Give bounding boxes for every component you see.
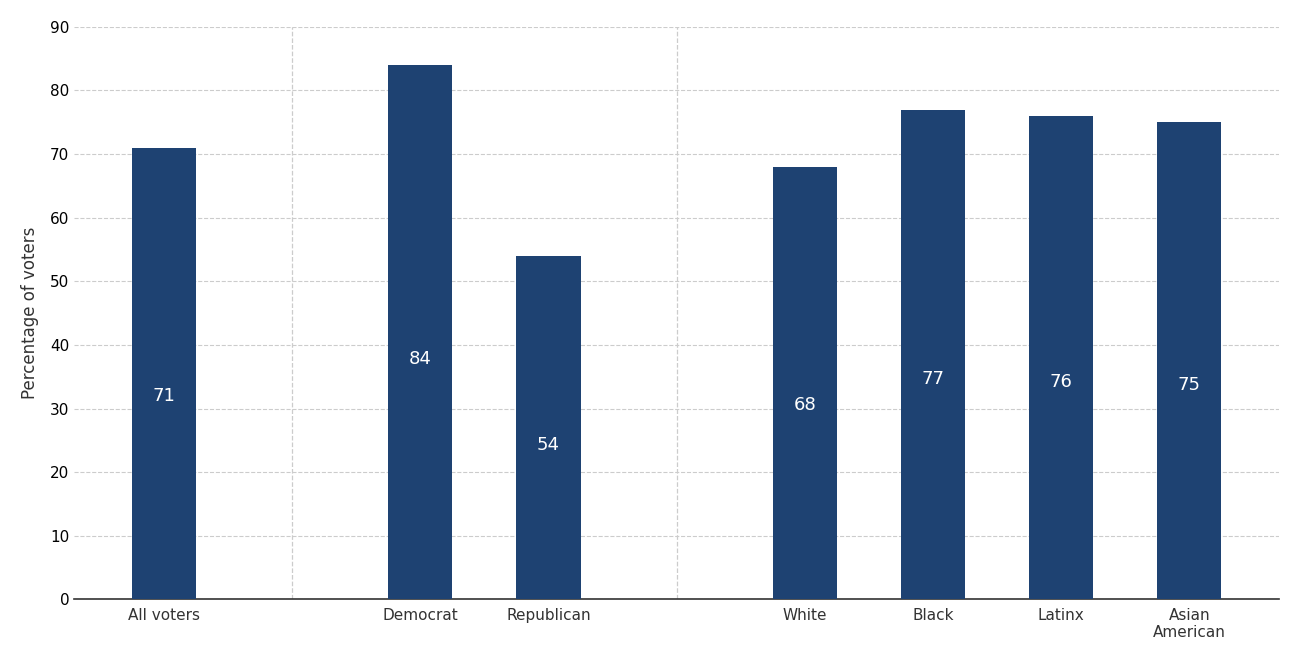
Y-axis label: Percentage of voters: Percentage of voters: [21, 227, 39, 399]
Bar: [1030, 116, 1093, 600]
Text: 84: 84: [410, 350, 432, 368]
Text: 71: 71: [152, 387, 176, 405]
Text: 77: 77: [922, 370, 945, 388]
Text: 54: 54: [537, 436, 560, 454]
Text: 76: 76: [1050, 373, 1072, 391]
Bar: [1157, 122, 1222, 600]
Bar: [772, 167, 837, 600]
Text: 68: 68: [793, 396, 816, 414]
Bar: [131, 147, 196, 600]
Bar: [516, 256, 581, 600]
Bar: [389, 65, 452, 600]
Bar: [901, 110, 965, 600]
Text: 75: 75: [1178, 375, 1201, 394]
